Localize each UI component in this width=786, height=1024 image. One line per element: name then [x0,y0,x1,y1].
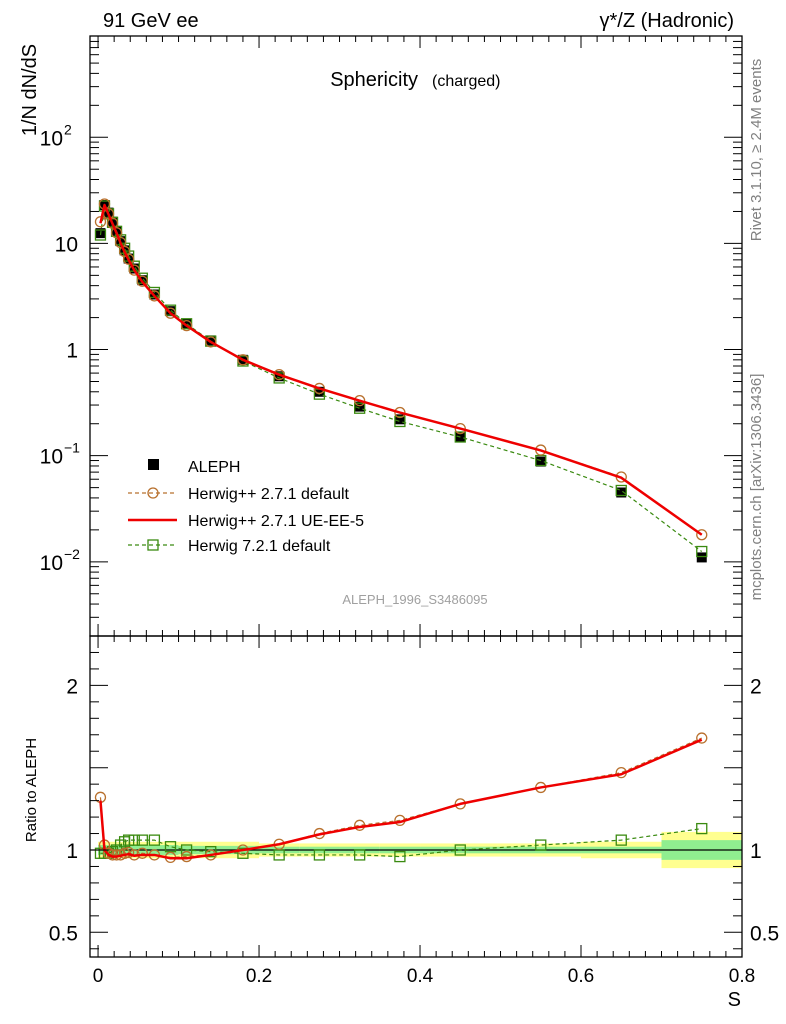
main-title-suffix: (charged) [432,73,500,90]
y-tick-label: 10 [40,127,63,150]
y-tick-label: 10 [55,233,78,256]
series-aleph-point [616,487,627,498]
series-aleph-point [314,386,325,397]
y-tick-exponent: −1 [64,440,80,456]
x-tick-label: 0.2 [246,966,272,987]
series-herwig-2-7-1-default-point [122,846,135,859]
header-right: γ*/Z (Hadronic) [600,10,734,32]
series-aleph-point [394,414,405,425]
series-aleph-point [165,306,176,317]
series-herwig-2-7-1-default-point [696,529,708,541]
series-aleph-point [205,335,216,346]
series-herwig-2-7-1-default-point [136,275,148,287]
series-aleph-point [274,371,285,382]
series-herwig-2-7-1-default-line [99,737,702,859]
series-herwig-2-7-1-default-point [394,406,406,419]
series-herwig-2-7-1-default-point [205,336,217,348]
ratio-panel: Ratio to ALEPH S 0 0.2 0.4 0.6 0.8 0.5 0.5 1 1 2 2 [23,635,779,1011]
series-herwig-7-2-1-default-point [615,834,627,846]
series-herwig-2-7-1-default-point [110,227,123,239]
main-title: Sphericity [330,69,418,91]
series-herwig-7-2-1-default-point [696,545,708,558]
series-herwig-2-7-1-default-point [273,369,285,381]
series-herwig-2-7-1-ue-ee-5-line [99,203,703,536]
legend-herwig7-marker [147,539,159,551]
series-herwig-2-7-1-default-point [237,354,249,366]
series-herwig-7-2-1-default-point [354,402,366,414]
legend-herwigpp-default-label: Herwig++ 2.7.1 default [188,486,350,503]
series-herwig-2-7-1-default-point [696,732,708,744]
y-tick-label: 1 [66,840,78,863]
series-aleph-point [696,552,707,563]
series-herwig-2-7-1-ue-ee-5-line [99,738,703,860]
y-tick-label-right: 0.5 [750,922,779,945]
series-herwig-7-2-1-default-point [164,841,177,853]
x-tick-label: 0.4 [407,966,434,987]
series-herwig-7-2-1-default-point [205,845,217,858]
series-aleph-point [354,401,365,412]
main-y-axis-label: 1/N dN/dS [19,44,41,136]
series-aleph-point [181,318,192,329]
series-herwig-2-7-1-default-point [164,307,177,319]
series-herwig-2-7-1-default-point [122,253,135,265]
series-herwig-7-2-1-default-point [696,822,708,835]
y-tick-label-right: 2 [750,675,762,698]
ratio-frame [89,635,743,958]
series-herwig-2-7-1-default-point [180,319,193,332]
series-herwig-7-2-1-default-point [273,849,285,861]
mcplots-label: mcplots.cern.ch [arXiv:1306.3436] [748,374,765,601]
series-herwig-2-7-1-default-point [136,847,148,859]
x-axis-label: S [728,989,741,1011]
series-herwig-2-7-1-default-point [94,216,107,228]
series-herwig-7-2-1-default-point [354,849,366,861]
y-tick-label-right: 1 [750,840,762,863]
series-herwig-7-2-1-default-point [535,839,547,851]
series-herwig-7-2-1-default-point [394,850,406,863]
y-tick-label: 10 [40,552,63,575]
y-tick-label: 10 [40,446,63,469]
rivet-version-label: Rivet 3.1.10, ≥ 2.4M events [748,59,765,242]
legend-herwigpp-default-marker [147,487,159,499]
series-herwig-7-2-1-default-point [454,431,466,443]
x-tick-label: 0.8 [729,966,755,987]
series-herwig-2-7-1-default-point [354,394,366,407]
legend-herwig7-label: Herwig 7.2.1 default [188,538,331,555]
legend-aleph-label: ALEPH [188,459,240,476]
series-herwig-7-2-1-default-point [94,229,107,241]
series-herwig-7-2-1-default-point [394,415,406,428]
series-herwig-7-2-1-default-point [128,834,140,846]
x-tick-label: 0 [93,966,104,987]
y-tick-label: 1 [66,340,78,363]
series-aleph-point [535,456,546,467]
legend: ALEPH Herwig++ 2.7.1 default Herwig++ 2.… [128,459,364,555]
series-herwig-7-2-1-default-point [454,844,466,856]
series-herwig-7-2-1-default-point [136,834,148,846]
series-herwig-7-2-1-default-point [237,847,249,859]
main-panel: Sphericity (charged) 1/N dN/dS ALEPH_199… [19,35,743,637]
series-herwig-2-7-1-default-point [454,422,466,435]
series-herwig-7-2-1-default-point [313,849,326,861]
watermark: ALEPH_1996_S3486095 [342,592,487,607]
series-herwig-7-2-1-default-point [148,834,161,846]
series-herwig-7-2-1-default-point [180,844,193,856]
legend-herwigpp-ueee5-label: Herwig++ 2.7.1 UE-EE-5 [188,513,364,530]
ratio-plot-layer: 0 0.2 0.4 0.6 0.8 0.5 0.5 1 1 2 2 [49,635,779,987]
ratio-y-axis-label: Ratio to ALEPH [23,738,40,842]
series-herwig-7-2-1-default-point [615,484,627,497]
y-tick-label: 0.5 [49,922,78,945]
y-tick-exponent: 2 [64,121,72,137]
x-tick-label: 0.6 [568,966,594,987]
y-tick-exponent: −2 [64,546,80,562]
series-herwig-2-7-1-default-point [313,382,326,395]
series-herwig-2-7-1-default-point [128,264,140,276]
header-left: 91 GeV ee [103,10,199,32]
series-herwig-2-7-1-default-point [106,217,119,229]
legend-aleph-marker [148,459,159,470]
series-herwig-7-2-1-default-point [273,372,285,384]
y-tick-label: 2 [66,675,78,698]
series-herwig-2-7-1-default-point [148,290,161,302]
series-herwig-7-2-1-default-point [164,304,177,316]
